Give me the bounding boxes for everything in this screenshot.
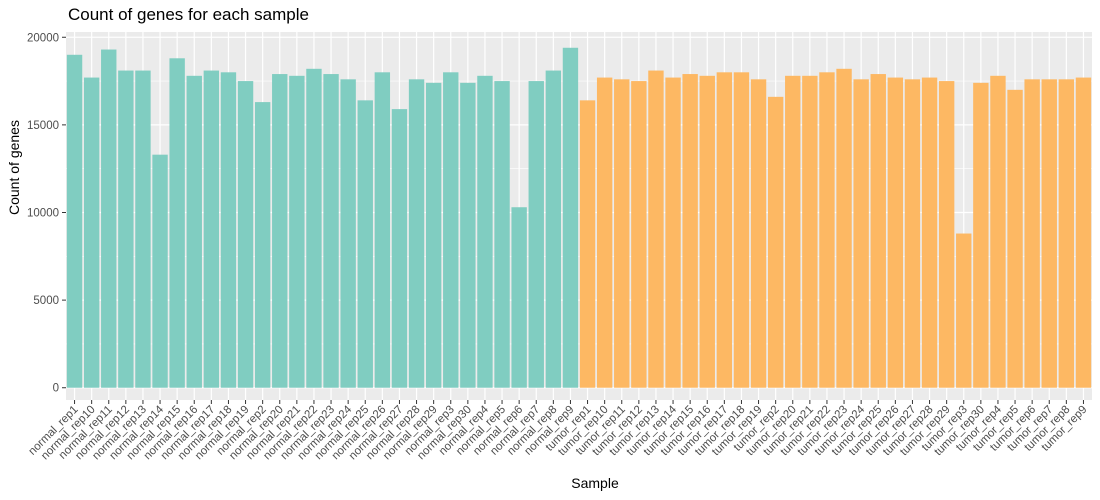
y-tick-label: 0 [53,383,59,395]
bar-normal_rep10 [83,77,100,388]
bar-normal_rep25 [357,100,373,388]
bar-tumor_rep13 [648,70,664,388]
bar-normal_rep24 [340,79,356,388]
bar-normal_rep9 [562,47,579,388]
bar-tumor_rep7 [1041,79,1057,388]
bar-normal_rep1 [66,54,83,388]
bar-tumor_rep21 [802,75,818,388]
bar-tumor_rep5 [1007,89,1023,388]
bar-tumor_rep2 [767,96,784,388]
bar-normal_rep27 [391,109,408,388]
bar-normal_rep28 [408,79,425,388]
bar-normal_rep13 [135,70,151,388]
bar-normal_rep22 [306,68,322,388]
bar-tumor_rep20 [785,75,801,388]
y-tick-label: 5000 [33,295,59,307]
bar-normal_rep30 [460,82,476,388]
bar-normal_rep17 [203,70,220,388]
bar-tumor_rep30 [973,82,989,388]
y-tick-label: 10000 [27,207,59,219]
bar-normal_rep14 [152,154,168,388]
bar-tumor_rep27 [904,79,921,388]
bar-tumor_rep17 [716,72,733,388]
bar-normal_rep4 [477,75,493,388]
bar-normal_rep8 [545,70,562,388]
bar-tumor_rep24 [853,79,869,388]
bar-tumor_rep28 [921,77,938,388]
bar-normal_rep20 [272,74,288,388]
chart-title: Count of genes for each sample [68,5,309,24]
bar-normal_rep15 [169,58,185,388]
bar-tumor_rep12 [631,81,647,388]
x-axis-label: Sample [571,475,619,491]
bar-tumor_rep8 [1058,79,1075,388]
bar-tumor_rep16 [699,75,715,388]
bar-normal_rep2 [254,102,271,388]
bar-tumor_rep15 [682,74,698,388]
bar-normal_rep18 [220,72,237,388]
bar-normal_rep7 [528,81,544,388]
bar-tumor_rep6 [1024,79,1040,388]
bar-tumor_rep23 [836,68,852,388]
bar-normal_rep5 [494,81,510,388]
bar-normal_rep29 [425,82,442,388]
bar-tumor_rep25 [870,74,886,388]
bar-tumor_rep18 [733,72,750,388]
bar-tumor_rep3 [956,233,972,388]
y-tick-label: 20000 [27,32,59,44]
bar-normal_rep21 [289,75,305,388]
bar-normal_rep19 [237,81,254,388]
bar-tumor_rep14 [665,77,681,388]
bar-tumor_rep4 [990,75,1006,388]
bar-normal_rep11 [101,49,117,388]
bar-normal_rep3 [443,72,459,388]
y-tick-label: 15000 [27,120,59,132]
bar-tumor_rep19 [750,79,767,388]
bar-normal_rep26 [374,72,391,388]
plot-panel [66,32,1092,400]
bar-tumor_rep22 [819,72,835,388]
bar-tumor_rep26 [887,77,904,388]
bar-normal_rep23 [323,74,339,388]
bar-tumor_rep9 [1075,77,1092,388]
bar-normal_rep6 [511,207,527,388]
bar-tumor_rep10 [596,77,613,388]
bar-tumor_rep29 [938,81,955,388]
bar-normal_rep12 [118,70,134,388]
bar-normal_rep16 [186,75,202,388]
bar-tumor_rep1 [579,100,596,388]
bar-tumor_rep11 [614,79,630,388]
